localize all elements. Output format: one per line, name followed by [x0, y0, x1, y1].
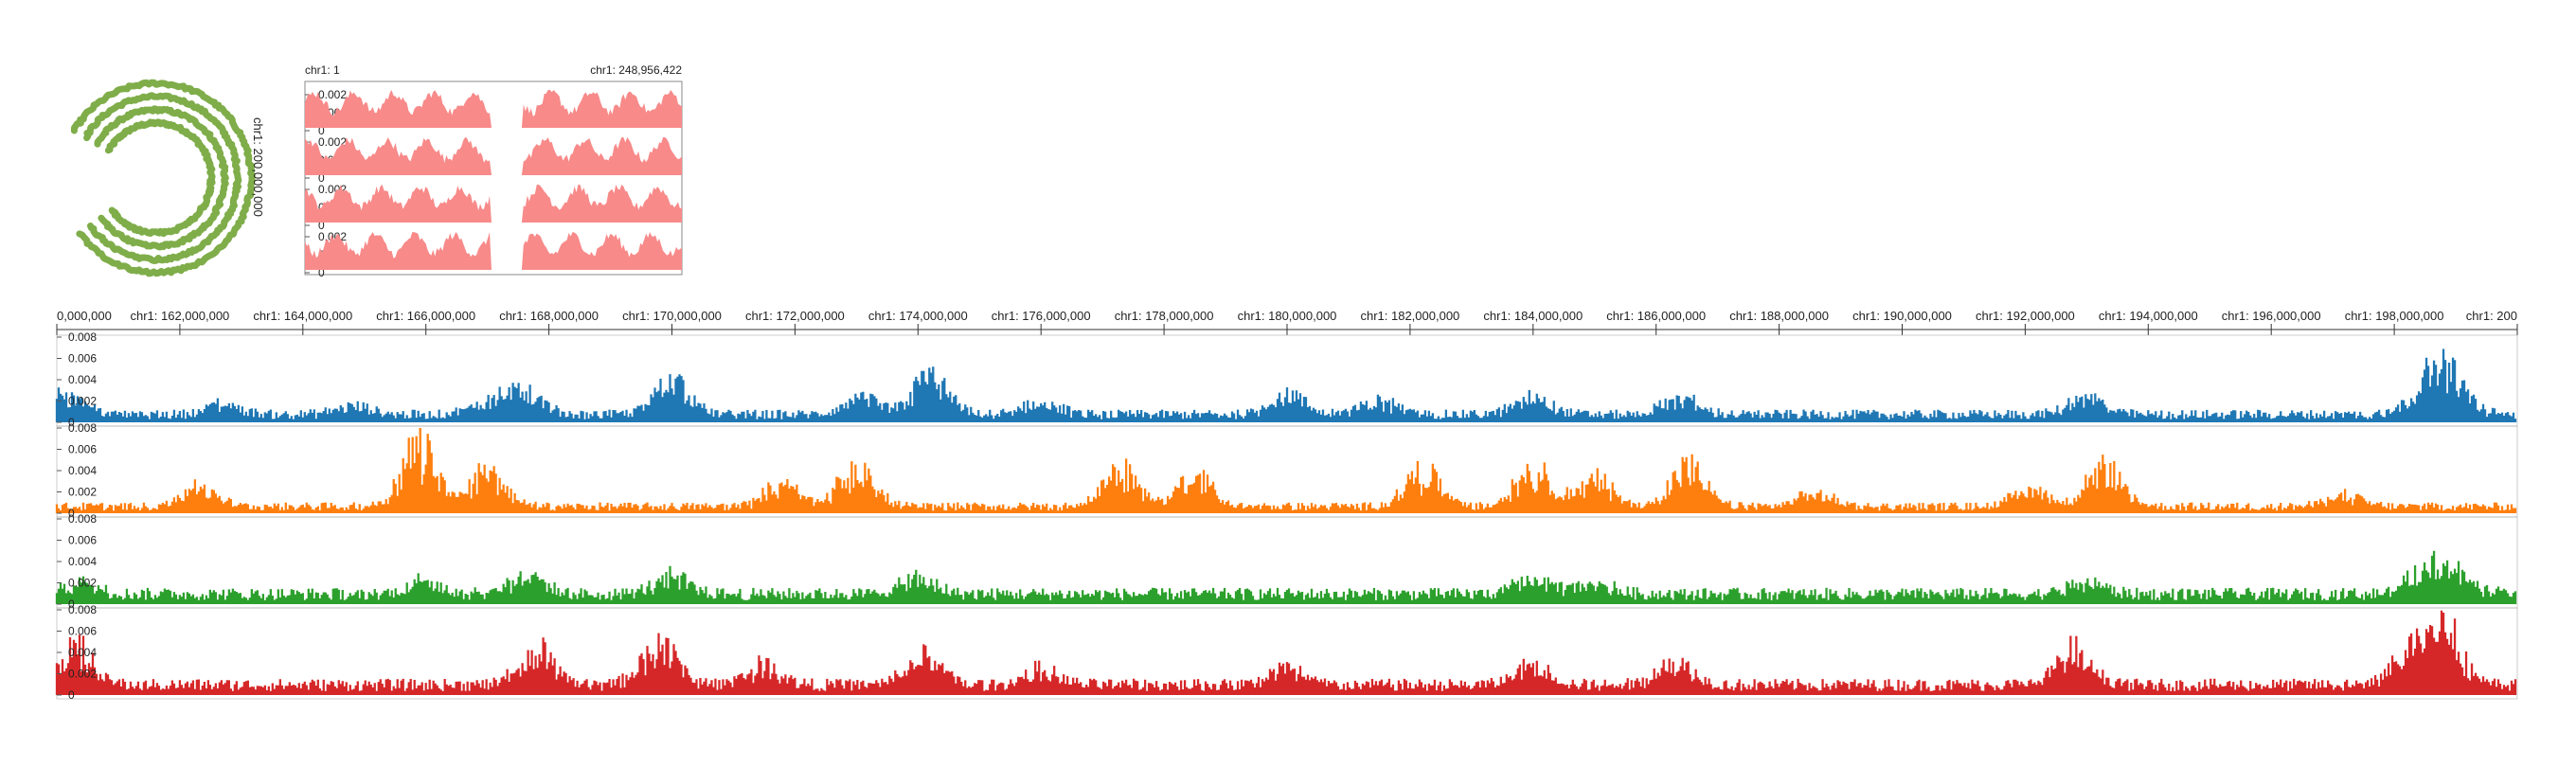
axis-tick-label: chr1: 178,000,000 — [1115, 309, 1214, 323]
track-y-tick-label: 0.008 — [68, 603, 97, 616]
overview-panel[interactable]: chr1: 1 chr1: 248,956,422 0.0020.00100.0… — [304, 63, 683, 279]
circle-ring-3 — [83, 92, 242, 264]
axis-tick-label: chr1: 194,000,000 — [2099, 309, 2198, 323]
axis-tick-label: chr1: 182,000,000 — [1360, 309, 1459, 323]
track-y-tick-label: 0 — [68, 507, 75, 520]
circle-ring-4 — [70, 79, 256, 277]
overview-track-1 — [305, 90, 682, 128]
track-y-tick-label: 0.008 — [68, 512, 97, 526]
track-y-tick-label: 0.002 — [68, 668, 97, 681]
track-y-tick-label: 0.006 — [68, 625, 97, 638]
axis-tick-label: chr1: 176,000,000 — [992, 309, 1091, 323]
track-y-tick-label: 0.004 — [68, 373, 97, 386]
overview-y-tick-label: 0.002 — [318, 88, 347, 101]
overview-track-2 — [305, 137, 682, 175]
track-y-tick-label: 0.004 — [68, 555, 97, 568]
track-y-tick-label: 0.004 — [68, 646, 97, 659]
track-y-tick-label: 0.008 — [68, 330, 97, 344]
track-y-tick-label: 0.002 — [68, 486, 97, 499]
axis-tick-label: 0,000,000 — [57, 309, 112, 323]
track-y-tick-label: 0 — [68, 598, 75, 611]
track-y-tick-label: 0 — [68, 416, 75, 429]
overview-track-4 — [305, 232, 682, 270]
overview-y-tick-label: 0 — [318, 171, 325, 185]
track-y-tick-label: 0.002 — [68, 577, 97, 590]
track-frame — [56, 607, 2518, 700]
track-y-tick-label: 0.006 — [68, 534, 97, 547]
track-y-tick-label: 0.008 — [68, 421, 97, 435]
genomic-axis: 0,000,000 chr1: 162,000,000 chr1: 164,000,… — [56, 309, 2518, 335]
axis-tick-label: chr1: 188,000,000 — [1729, 309, 1829, 323]
circle-ring-1 — [104, 118, 216, 238]
axis-tick-label: chr1: 200 — [2466, 309, 2517, 323]
circular-genome-view[interactable]: chr1: 200,000,000 — [70, 79, 265, 277]
axis-tick-label: chr1: 192,000,000 — [1976, 309, 2075, 323]
axis-tick-label: chr1: 186,000,000 — [1606, 309, 1706, 323]
track-2-bars — [55, 428, 2517, 513]
overview-start-label: chr1: 1 — [305, 63, 340, 77]
overview-y-tick-label: 0 — [318, 266, 325, 279]
circle-position-label: chr1: 200,000,000 — [251, 117, 265, 217]
axis-tick-label: chr1: 166,000,000 — [376, 309, 475, 323]
overview-y-tick-label: 0.002 — [318, 135, 347, 149]
track-4-bars — [55, 610, 2517, 695]
overview-y-tick-label: 0 — [318, 219, 325, 232]
axis-tick-label: chr1: 172,000,000 — [745, 309, 845, 323]
axis-tick-label: chr1: 196,000,000 — [2222, 309, 2321, 323]
axis-tick-label: chr1: 190,000,000 — [1852, 309, 1952, 323]
track-y-tick-label: 0.004 — [68, 464, 97, 477]
axis-tick-label: chr1: 168,000,000 — [499, 309, 599, 323]
track-y-tick-label: 0.002 — [68, 395, 97, 408]
overview-y-tick-label: 0 — [318, 124, 325, 137]
axis-tick-label: chr1: 180,000,000 — [1238, 309, 1337, 323]
track-y-tick-label: 0.006 — [68, 352, 97, 366]
track-3-bars — [55, 550, 2517, 604]
axis-tick-label: chr1: 198,000,000 — [2345, 309, 2444, 323]
circle-ring-2 — [94, 105, 229, 251]
track-y-tick-label: 0 — [68, 688, 75, 702]
axis-tick-label: chr1: 174,000,000 — [868, 309, 968, 323]
overview-track-3 — [305, 185, 682, 223]
track-1-bars — [55, 348, 2517, 422]
axis-tick-label: chr1: 162,000,000 — [130, 309, 229, 323]
overview-end-label: chr1: 248,956,422 — [590, 63, 682, 77]
axis-tick-label: chr1: 170,000,000 — [622, 309, 722, 323]
axis-tick-label: chr1: 184,000,000 — [1483, 309, 1583, 323]
track-panel[interactable]: 0.0080.0060.0040.00200.0080.0060.0040.00… — [55, 330, 2518, 702]
track-y-tick-label: 0.006 — [68, 443, 97, 456]
axis-tick-label: chr1: 164,000,000 — [253, 309, 352, 323]
